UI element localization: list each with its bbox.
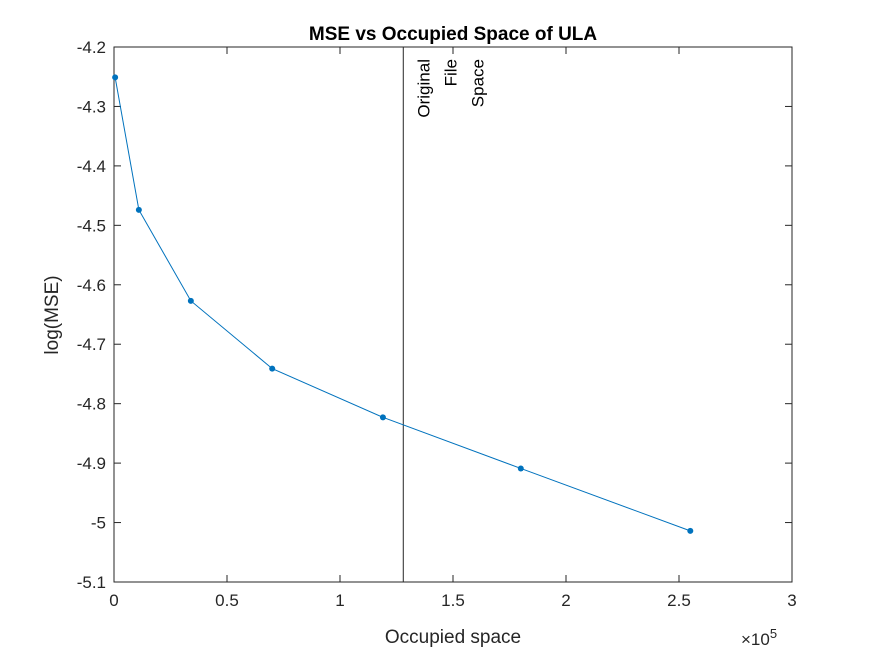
reference-line-label: Space: [468, 59, 487, 107]
y-tick-label: -4.9: [77, 454, 106, 473]
data-point: [269, 365, 276, 372]
y-tick-label: -4.2: [77, 38, 106, 57]
y-tick-label: -4.8: [77, 395, 106, 414]
data-point: [112, 74, 119, 81]
x-axis-multiplier-exponent: 5: [770, 626, 777, 641]
data-point: [517, 465, 524, 472]
x-axis-multiplier: ×105: [741, 626, 777, 649]
reference-line-label: File: [441, 59, 460, 86]
x-axis-label: Occupied space: [385, 627, 521, 648]
x-tick-label: 1.5: [441, 591, 465, 610]
y-tick-label: -5: [91, 514, 106, 533]
x-tick-label: 0.5: [215, 591, 239, 610]
reference-line-label: Original: [414, 59, 433, 118]
y-tick-label: -4.5: [77, 216, 106, 235]
x-tick-label: 2.5: [667, 591, 691, 610]
y-tick-label: -4.4: [77, 157, 106, 176]
y-tick-label: -4.3: [77, 97, 106, 116]
data-point: [379, 414, 386, 421]
data-point: [187, 297, 194, 304]
x-axis-multiplier-base: ×10: [741, 630, 770, 649]
x-tick-label: 1: [335, 591, 344, 610]
x-tick-label: 3: [787, 591, 796, 610]
data-point: [687, 527, 694, 534]
y-tick-label: -5.1: [77, 573, 106, 592]
x-tick-label: 2: [561, 591, 570, 610]
y-tick-label: -4.7: [77, 335, 106, 354]
plot-area: 0 0.5 1 1.5 2 2.5 3 -4.2 -4.3 -4.4 -4.5 -4.6 -4.7 -4.…: [77, 38, 797, 610]
chart-title: MSE vs Occupied Space of ULA: [309, 24, 598, 45]
y-tick-label: -4.6: [77, 276, 106, 295]
x-tick-label: 0: [109, 591, 118, 610]
data-point: [135, 206, 142, 213]
y-axis-label: log(MSE): [42, 275, 63, 354]
